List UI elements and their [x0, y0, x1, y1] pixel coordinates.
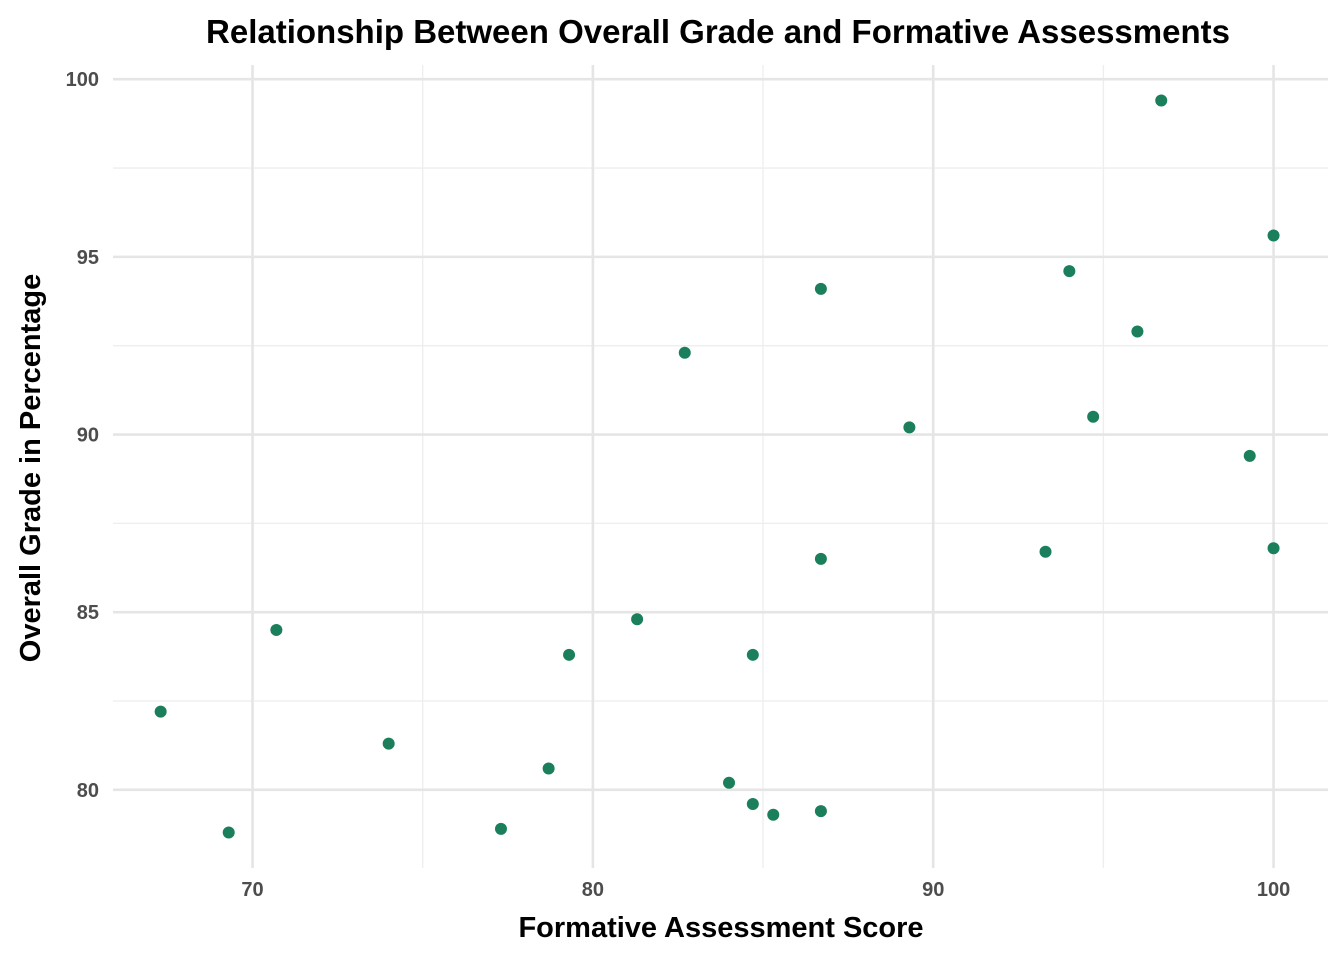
chart-title: Relationship Between Overall Grade and F… [206, 13, 1230, 50]
y-axis-title: Overall Grade in Percentage [15, 274, 47, 662]
data-point [154, 705, 167, 718]
data-point [222, 826, 235, 839]
minor-gridlines [113, 65, 1328, 868]
y-tick-labels: 80 85 90 95 100 [66, 69, 99, 802]
y-tick-label: 95 [77, 247, 99, 269]
data-point [563, 648, 576, 661]
data-point [814, 282, 827, 295]
data-point [1063, 265, 1076, 278]
y-tick-label: 80 [77, 780, 99, 802]
data-point [814, 805, 827, 818]
data-point [1131, 325, 1144, 338]
data-point [270, 623, 283, 636]
x-tick-label: 100 [1257, 879, 1290, 901]
data-point [631, 613, 644, 626]
data-point [1087, 410, 1100, 423]
major-gridlines [113, 65, 1328, 868]
data-point [1039, 545, 1052, 558]
data-point [814, 552, 827, 565]
data-point [542, 762, 555, 775]
data-points [154, 94, 1280, 839]
x-tick-labels: 70 80 90 100 [241, 879, 1290, 901]
y-tick-label: 90 [77, 425, 99, 447]
y-tick-label: 85 [77, 602, 99, 624]
data-point [746, 798, 759, 811]
data-point [1267, 229, 1280, 242]
x-tick-label: 90 [922, 879, 944, 901]
x-tick-label: 80 [582, 879, 604, 901]
y-tick-label: 100 [66, 69, 99, 91]
data-point [903, 421, 916, 434]
data-point [746, 648, 759, 661]
data-point [767, 808, 780, 821]
data-point [1267, 542, 1280, 555]
data-point [1243, 449, 1256, 462]
data-point [1155, 94, 1168, 107]
data-point [382, 737, 395, 750]
x-tick-label: 70 [241, 879, 263, 901]
data-point [494, 822, 507, 835]
data-point [678, 346, 691, 359]
x-axis-title: Formative Assessment Score [518, 912, 923, 944]
data-point [723, 776, 736, 789]
